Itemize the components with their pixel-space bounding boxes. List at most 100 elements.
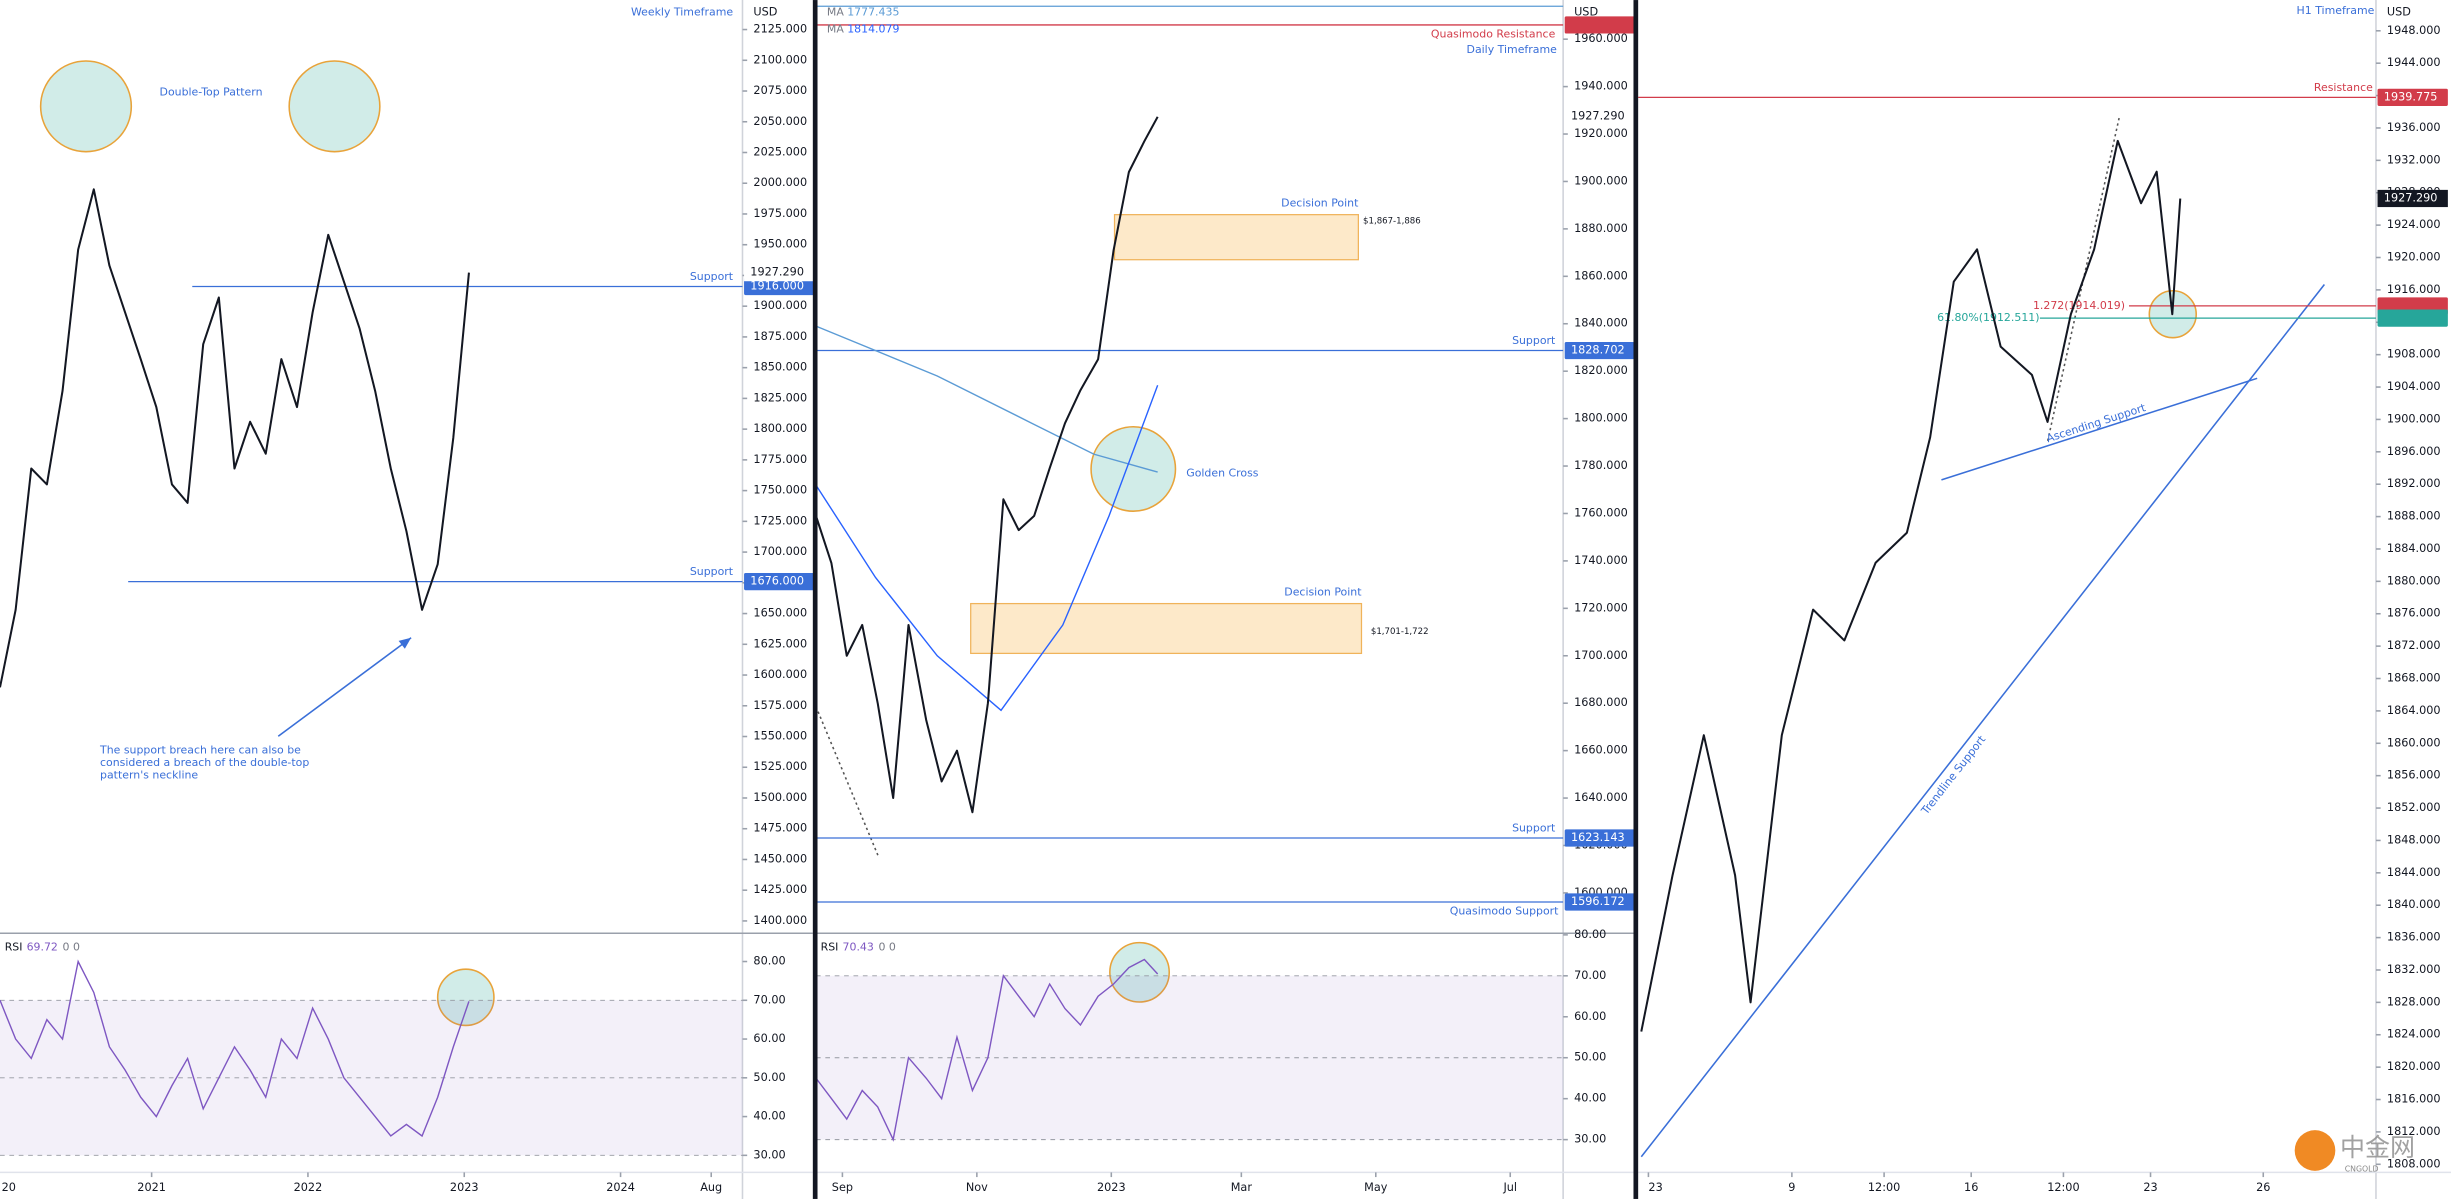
y-tick-label: 1820.000 — [2387, 1060, 2441, 1073]
y-tick-label: 1888.000 — [2387, 510, 2441, 523]
y-tick-label: 2100.000 — [753, 53, 807, 66]
y-tick-label: 1700.000 — [753, 545, 807, 558]
zone-title: Decision Point — [1281, 197, 1359, 210]
y-tick-label: 2000.000 — [753, 176, 807, 189]
y-tick-label: 1650.000 — [753, 607, 807, 620]
y-tick-label: 1975.000 — [753, 207, 807, 220]
level-label: 1.272(1914.019) — [2033, 299, 2125, 312]
y-tick-label: 1450.000 — [753, 852, 807, 865]
y-tick-label: 1640.000 — [1574, 791, 1628, 804]
y-tick-label: 1864.000 — [2387, 704, 2441, 717]
rsi-tick-label: 30.00 — [753, 1148, 785, 1161]
currency: USD — [2387, 6, 2411, 19]
ma-value: 1777.435 — [847, 6, 899, 19]
watermark: 中金网 — [2340, 1133, 2415, 1162]
y-tick-label: 1832.000 — [2387, 963, 2441, 976]
x-tick-label: Jul — [1502, 1181, 1517, 1194]
rsi-tick-label: 60.00 — [753, 1032, 785, 1045]
level-value: 1623.143 — [1571, 831, 1625, 844]
y-tick-label: 1808.000 — [2387, 1157, 2441, 1170]
y-tick-label: 1680.000 — [1574, 696, 1628, 709]
y-tick-label: 1900.000 — [753, 299, 807, 312]
panel-title: H1 Timeframe — [2297, 4, 2375, 17]
level-label: Quasimodo Resistance — [1431, 27, 1556, 40]
x-tick-label: 23 — [2143, 1181, 2157, 1194]
level-box — [1564, 341, 1636, 360]
level-box — [1564, 893, 1636, 911]
y-tick-label: 1825.000 — [753, 391, 807, 404]
last-price-box — [1564, 108, 1636, 126]
rsi-tick-label: 80.00 — [753, 955, 785, 968]
y-tick-label: 1900.000 — [1574, 174, 1628, 187]
level-value: 1676.000 — [750, 575, 804, 588]
highlight-circle — [436, 968, 495, 1027]
ma-label: MA — [827, 6, 844, 19]
y-tick-label: 2075.000 — [753, 84, 807, 97]
level-label: Support — [690, 565, 734, 578]
last-price: 1927.290 — [2384, 191, 2438, 204]
rsi-line — [0, 959, 470, 1138]
y-tick-label: 1816.000 — [2387, 1093, 2441, 1106]
highlight-circle — [288, 60, 381, 153]
watermark-logo — [2294, 1130, 2336, 1171]
y-tick-label: 1725.000 — [753, 514, 807, 527]
y-tick-label: 1700.000 — [1574, 649, 1628, 662]
ma-value: 1814.079 — [847, 23, 899, 36]
zone-label: $1,701-1,722 — [1371, 627, 1429, 637]
y-tick-label: 1900.000 — [2387, 412, 2441, 425]
y-tick-label: 1800.000 — [1574, 412, 1628, 425]
ascending-line — [1941, 377, 2258, 481]
y-tick-label: 1775.000 — [753, 453, 807, 466]
highlight-circle — [1109, 941, 1171, 1003]
y-tick-label: 1836.000 — [2387, 931, 2441, 944]
y-tick-label: 1848.000 — [2387, 833, 2441, 846]
y-tick-label: 1892.000 — [2387, 477, 2441, 490]
x-tick-label: 2021 — [137, 1181, 166, 1194]
y-tick-label: 1868.000 — [2387, 672, 2441, 685]
ma-label: MA — [827, 23, 844, 36]
y-tick-label: 1525.000 — [753, 760, 807, 773]
arrow-head — [398, 637, 412, 649]
y-tick-label: 1400.000 — [753, 914, 807, 927]
rsi-tick-label: 60.00 — [1574, 1010, 1606, 1023]
rsi-suffix: 0 0 — [878, 940, 895, 953]
y-tick-label: 1932.000 — [2387, 153, 2441, 166]
rsi-value: 69.72 — [27, 940, 58, 953]
level-value: 1916.000 — [750, 280, 804, 293]
y-tick-label: 2050.000 — [753, 115, 807, 128]
y-tick-label: 1828.000 — [2387, 995, 2441, 1008]
chart-layer: 1400.000 1425.000 1450.000 1475.000 1500.000… — [0, 4, 2448, 1194]
y-tick-label: 1500.000 — [753, 791, 807, 804]
level-box — [1564, 16, 1636, 34]
rsi-line — [815, 958, 1159, 1142]
y-tick-label: 1860.000 — [2387, 736, 2441, 749]
y-tick-label: 1780.000 — [1574, 459, 1628, 472]
decision-zone — [970, 602, 1363, 655]
arrow — [277, 637, 412, 737]
y-tick-label: 1920.000 — [2387, 251, 2441, 264]
rsi-tick-label: 70.00 — [753, 993, 785, 1006]
y-tick-label: 1720.000 — [1574, 601, 1628, 614]
last-price: 1927.290 — [1571, 110, 1625, 123]
y-tick-label: 2125.000 — [753, 23, 807, 36]
y-tick-label: 1944.000 — [2387, 56, 2441, 69]
y-tick-label: 1750.000 — [753, 484, 807, 497]
y-tick-label: 1475.000 — [753, 822, 807, 835]
level-label: 61.80%(1912.511) — [1937, 311, 2039, 324]
x-tick-label: 16 — [1964, 1181, 1978, 1194]
level-box — [744, 277, 815, 296]
zone-title: Decision Point — [1284, 586, 1362, 599]
rsi-suffix: 0 0 — [63, 940, 80, 953]
x-tick-label: Mar — [1231, 1181, 1253, 1194]
level-value: 1828.702 — [1571, 344, 1625, 357]
y-tick-label: 1425.000 — [753, 883, 807, 896]
y-tick-label: 1872.000 — [2387, 639, 2441, 652]
y-tick-label: 1875.000 — [753, 330, 807, 343]
rsi-tick-label: 50.00 — [753, 1071, 785, 1084]
level-box — [2377, 309, 2448, 327]
y-tick-label: 1908.000 — [2387, 348, 2441, 361]
rsi-tick-label: 70.00 — [1574, 969, 1606, 982]
y-tick-label: 1850.000 — [753, 361, 807, 374]
currency: USD — [1574, 6, 1598, 19]
